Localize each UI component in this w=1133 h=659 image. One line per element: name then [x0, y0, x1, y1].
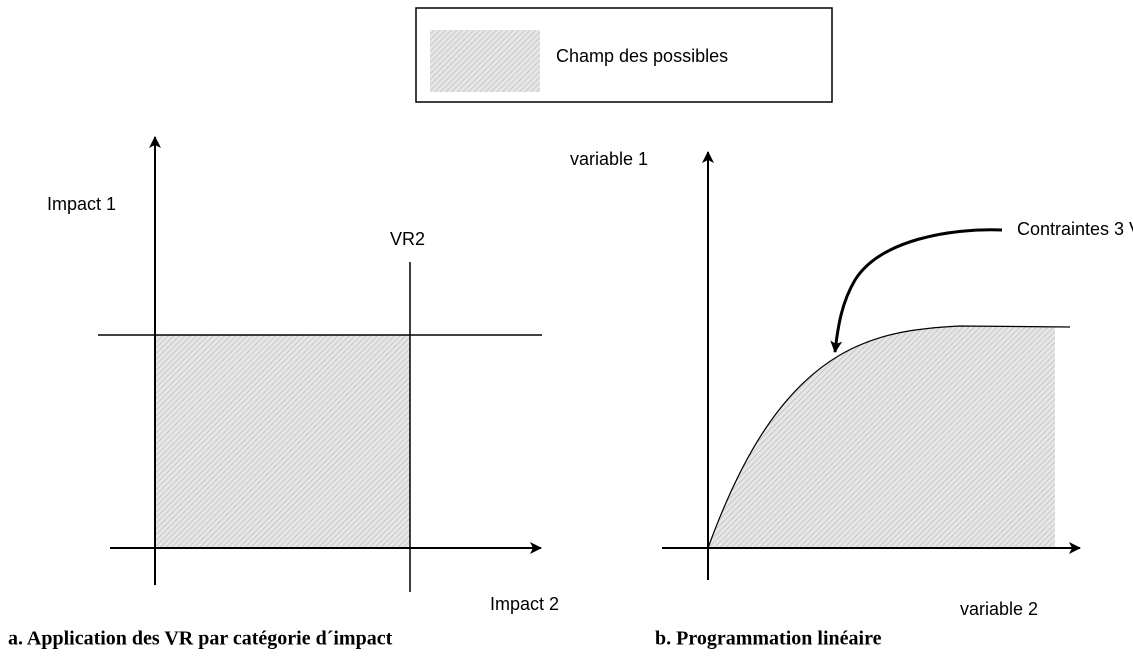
feasible-region [708, 326, 1055, 548]
legend-swatch [430, 30, 540, 92]
feasible-region [155, 335, 410, 548]
legend-label: Champ des possibles [556, 46, 728, 66]
annotation-arrow [830, 228, 1003, 353]
x-axis-label: variable 2 [960, 599, 1038, 619]
y-axis-label: variable 1 [570, 149, 648, 169]
line-label: VR2 [390, 229, 425, 249]
constraint-curve [707, 325, 1071, 549]
caption: b. Programmation linéaire [655, 628, 882, 650]
annotation: Contraintes 3 VR [1017, 219, 1133, 239]
caption: a. Application des VR par catégorie d´im… [8, 628, 393, 650]
y-axis-label: Impact 1 [47, 194, 116, 214]
x-axis-label: Impact 2 [490, 594, 559, 614]
